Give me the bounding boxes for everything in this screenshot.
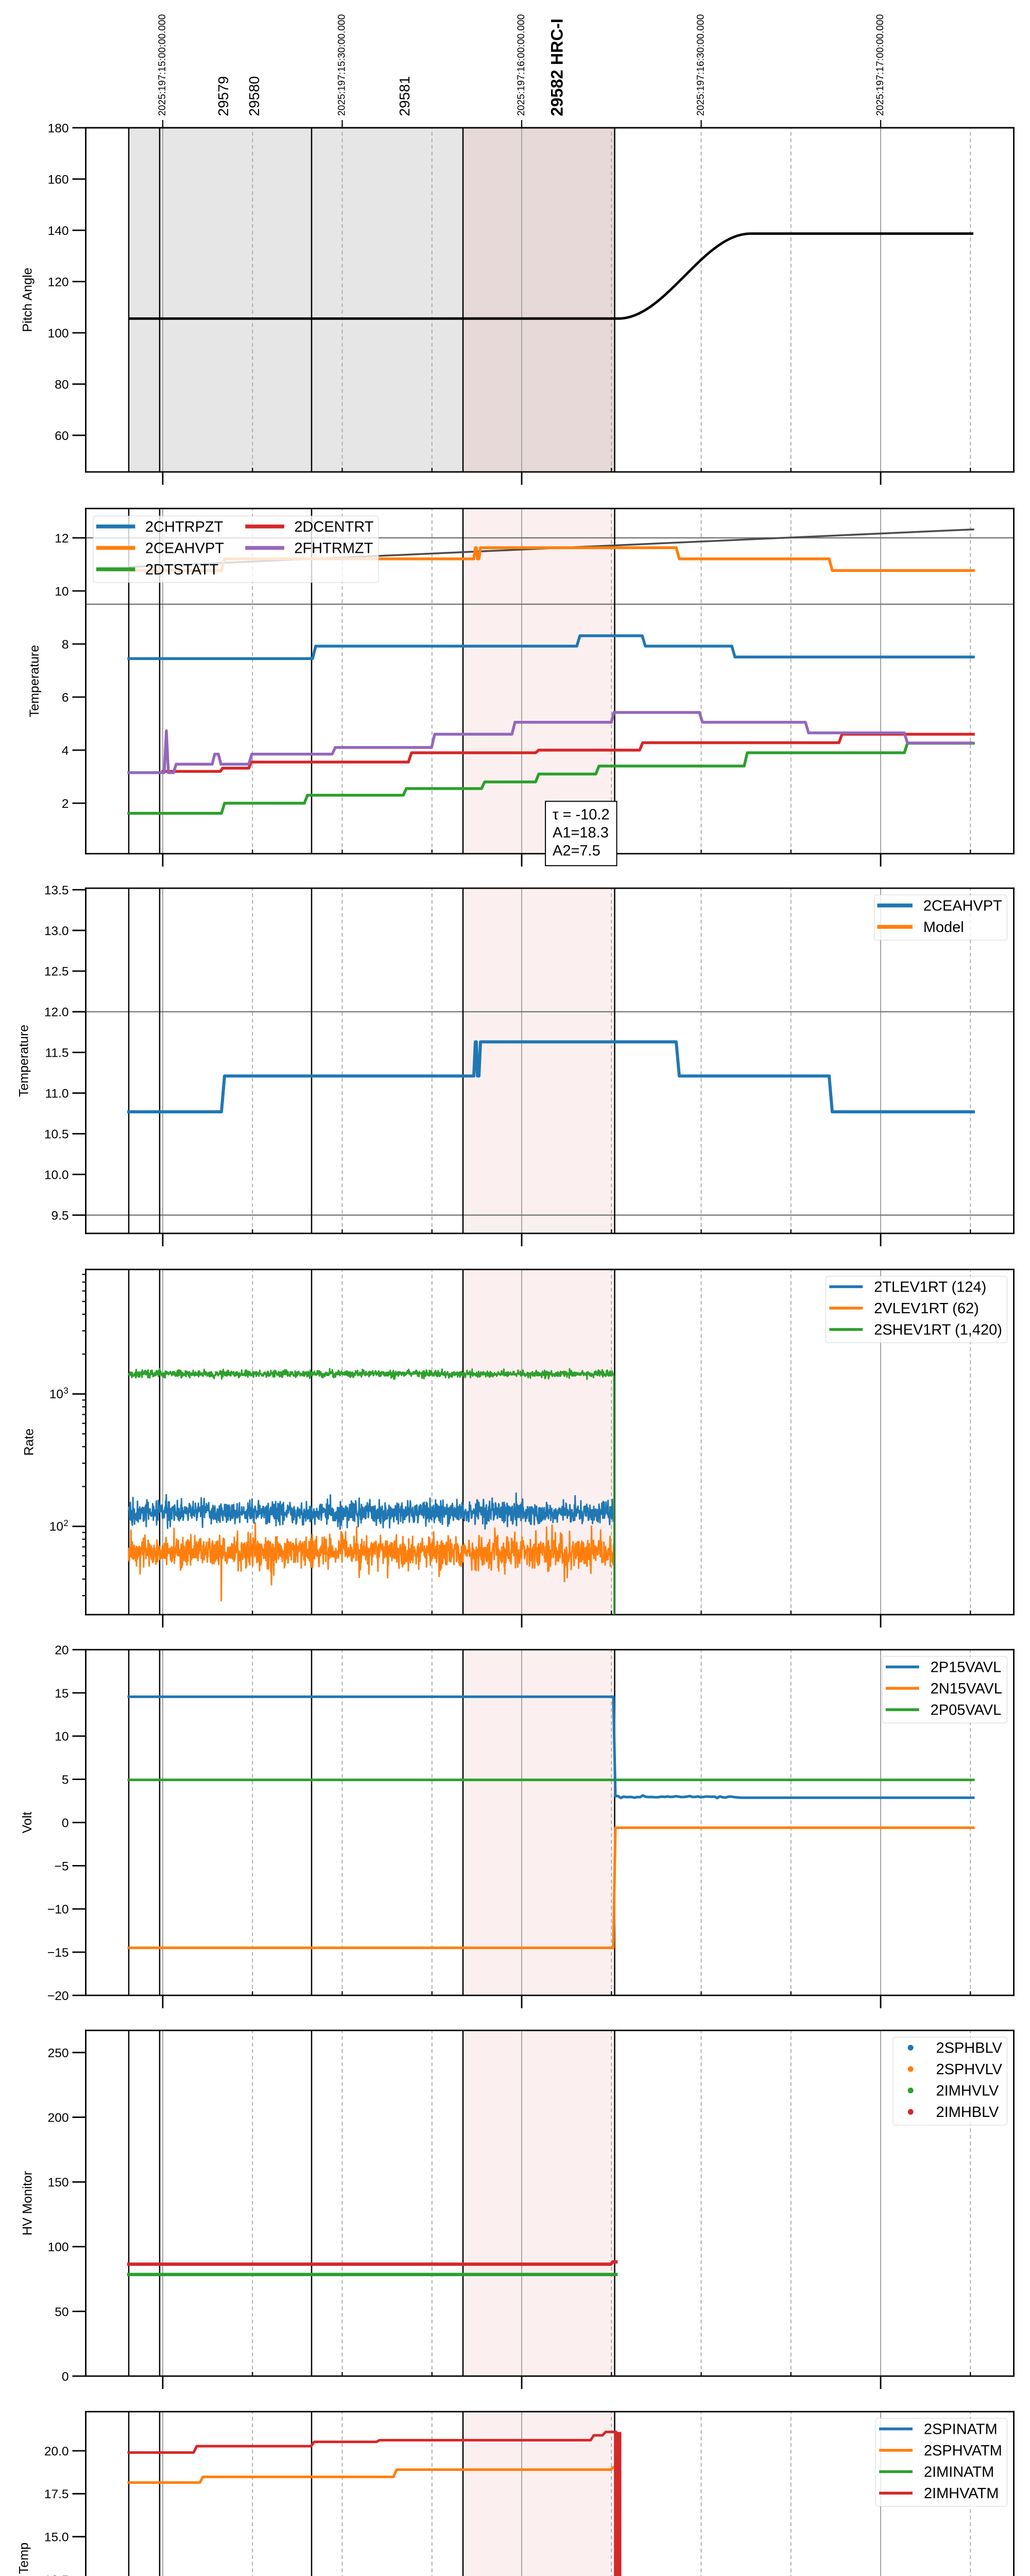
svg-text:12: 12 xyxy=(55,532,68,546)
svg-text:13.5: 13.5 xyxy=(44,884,69,897)
svg-text:2025:197:17:00:00.000: 2025:197:17:00:00.000 xyxy=(875,14,886,116)
svg-text:0: 0 xyxy=(62,1816,69,1830)
svg-text:15.0: 15.0 xyxy=(44,2531,69,2545)
svg-text:2IMHBLV: 2IMHBLV xyxy=(936,2104,999,2121)
svg-text:2IMINATM: 2IMINATM xyxy=(924,2464,994,2481)
svg-text:12.5: 12.5 xyxy=(44,2573,69,2576)
svg-text:10.0: 10.0 xyxy=(44,1168,69,1182)
svg-text:2DCENTRT: 2DCENTRT xyxy=(294,519,373,535)
svg-text:4: 4 xyxy=(62,744,69,758)
svg-text:2TLEV1RT (124): 2TLEV1RT (124) xyxy=(874,1279,986,1296)
svg-text:10: 10 xyxy=(55,1730,68,1744)
svg-text:120: 120 xyxy=(48,275,69,289)
svg-text:180: 180 xyxy=(48,122,69,135)
svg-text:80: 80 xyxy=(55,378,68,392)
svg-text:Detector Temp: Detector Temp xyxy=(17,2543,31,2576)
svg-text:2N15VAVL: 2N15VAVL xyxy=(931,1681,1002,1697)
svg-text:2SHEV1RT (1,420): 2SHEV1RT (1,420) xyxy=(874,1322,1002,1338)
svg-text:−20: −20 xyxy=(47,1989,69,2003)
svg-text:29579: 29579 xyxy=(215,76,231,116)
svg-text:1 0 3: 1 0 3 xyxy=(49,1385,68,1401)
svg-text:100: 100 xyxy=(48,2241,69,2255)
svg-text:A2=7.5: A2=7.5 xyxy=(553,842,600,859)
svg-text:2025:197:16:00:00.000: 2025:197:16:00:00.000 xyxy=(516,14,527,116)
svg-text:20: 20 xyxy=(55,1643,68,1657)
svg-text:160: 160 xyxy=(48,173,69,187)
svg-text:2VLEV1RT (62): 2VLEV1RT (62) xyxy=(874,1300,979,1317)
svg-text:6: 6 xyxy=(62,691,69,705)
svg-text:17.5: 17.5 xyxy=(44,2487,69,2501)
svg-text:2025:197:15:00:00.000: 2025:197:15:00:00.000 xyxy=(157,14,168,116)
svg-text:2CEAHVPT: 2CEAHVPT xyxy=(923,898,1002,914)
svg-text:60: 60 xyxy=(55,429,68,443)
svg-text:50: 50 xyxy=(55,2305,68,2319)
svg-text:200: 200 xyxy=(48,2111,69,2125)
svg-text:10: 10 xyxy=(55,585,68,599)
svg-text:140: 140 xyxy=(48,224,69,238)
svg-text:Model: Model xyxy=(923,919,964,936)
svg-text:2025:197:16:30:00.000: 2025:197:16:30:00.000 xyxy=(695,14,706,116)
svg-text:2025:197:15:30:00.000: 2025:197:15:30:00.000 xyxy=(336,14,347,116)
svg-text:2IMHVLV: 2IMHVLV xyxy=(936,2083,999,2099)
svg-text:29580: 29580 xyxy=(246,76,262,116)
svg-text:A1=18.3: A1=18.3 xyxy=(553,824,609,841)
svg-text:2DTSTATT: 2DTSTATT xyxy=(145,562,219,578)
svg-text:12.5: 12.5 xyxy=(44,965,69,979)
svg-text:τ = -10.2: τ = -10.2 xyxy=(553,806,610,823)
svg-text:29581: 29581 xyxy=(397,76,413,116)
svg-text:2CHTRPZT: 2CHTRPZT xyxy=(145,519,224,535)
svg-text:13.0: 13.0 xyxy=(44,924,69,938)
svg-text:2SPHVATM: 2SPHVATM xyxy=(924,2443,1002,2459)
svg-text:Pitch Angle: Pitch Angle xyxy=(20,267,35,332)
svg-text:1 0 2: 1 0 2 xyxy=(49,1518,68,1534)
svg-text:8: 8 xyxy=(62,638,69,652)
svg-text:−5: −5 xyxy=(55,1859,69,1873)
svg-text:Temperature: Temperature xyxy=(27,645,42,717)
svg-text:2CEAHVPT: 2CEAHVPT xyxy=(145,540,224,557)
svg-text:−15: −15 xyxy=(47,1946,69,1960)
svg-text:29582 HRC-I: 29582 HRC-I xyxy=(547,19,566,116)
svg-text:9.5: 9.5 xyxy=(51,1209,68,1223)
svg-text:5: 5 xyxy=(62,1773,69,1787)
svg-text:250: 250 xyxy=(48,2046,69,2060)
svg-text:0: 0 xyxy=(62,2370,69,2384)
svg-text:12.0: 12.0 xyxy=(44,1006,69,1020)
svg-text:2SPHBLV: 2SPHBLV xyxy=(936,2040,1002,2057)
svg-text:HV Monitor: HV Monitor xyxy=(20,2171,35,2235)
svg-text:10.5: 10.5 xyxy=(44,1127,69,1141)
svg-text:2SPHVLV: 2SPHVLV xyxy=(936,2061,1002,2078)
svg-text:2P05VAVL: 2P05VAVL xyxy=(931,1702,1002,1719)
svg-text:11.0: 11.0 xyxy=(45,1087,69,1101)
svg-text:2: 2 xyxy=(62,797,69,811)
svg-text:11.5: 11.5 xyxy=(45,1046,69,1060)
svg-text:−10: −10 xyxy=(47,1903,69,1917)
svg-text:2IMHVATM: 2IMHVATM xyxy=(924,2485,999,2502)
svg-text:2SPINATM: 2SPINATM xyxy=(924,2421,998,2438)
svg-text:2P15VAVL: 2P15VAVL xyxy=(931,1659,1002,1676)
svg-text:150: 150 xyxy=(48,2176,69,2190)
svg-text:20.0: 20.0 xyxy=(44,2445,69,2459)
svg-text:Volt: Volt xyxy=(20,1812,35,1834)
svg-text:Temperature: Temperature xyxy=(17,1025,31,1097)
svg-text:100: 100 xyxy=(48,327,69,341)
svg-text:15: 15 xyxy=(55,1687,68,1701)
svg-text:Rate: Rate xyxy=(22,1429,37,1456)
svg-text:2FHTRMZT: 2FHTRMZT xyxy=(294,540,373,557)
